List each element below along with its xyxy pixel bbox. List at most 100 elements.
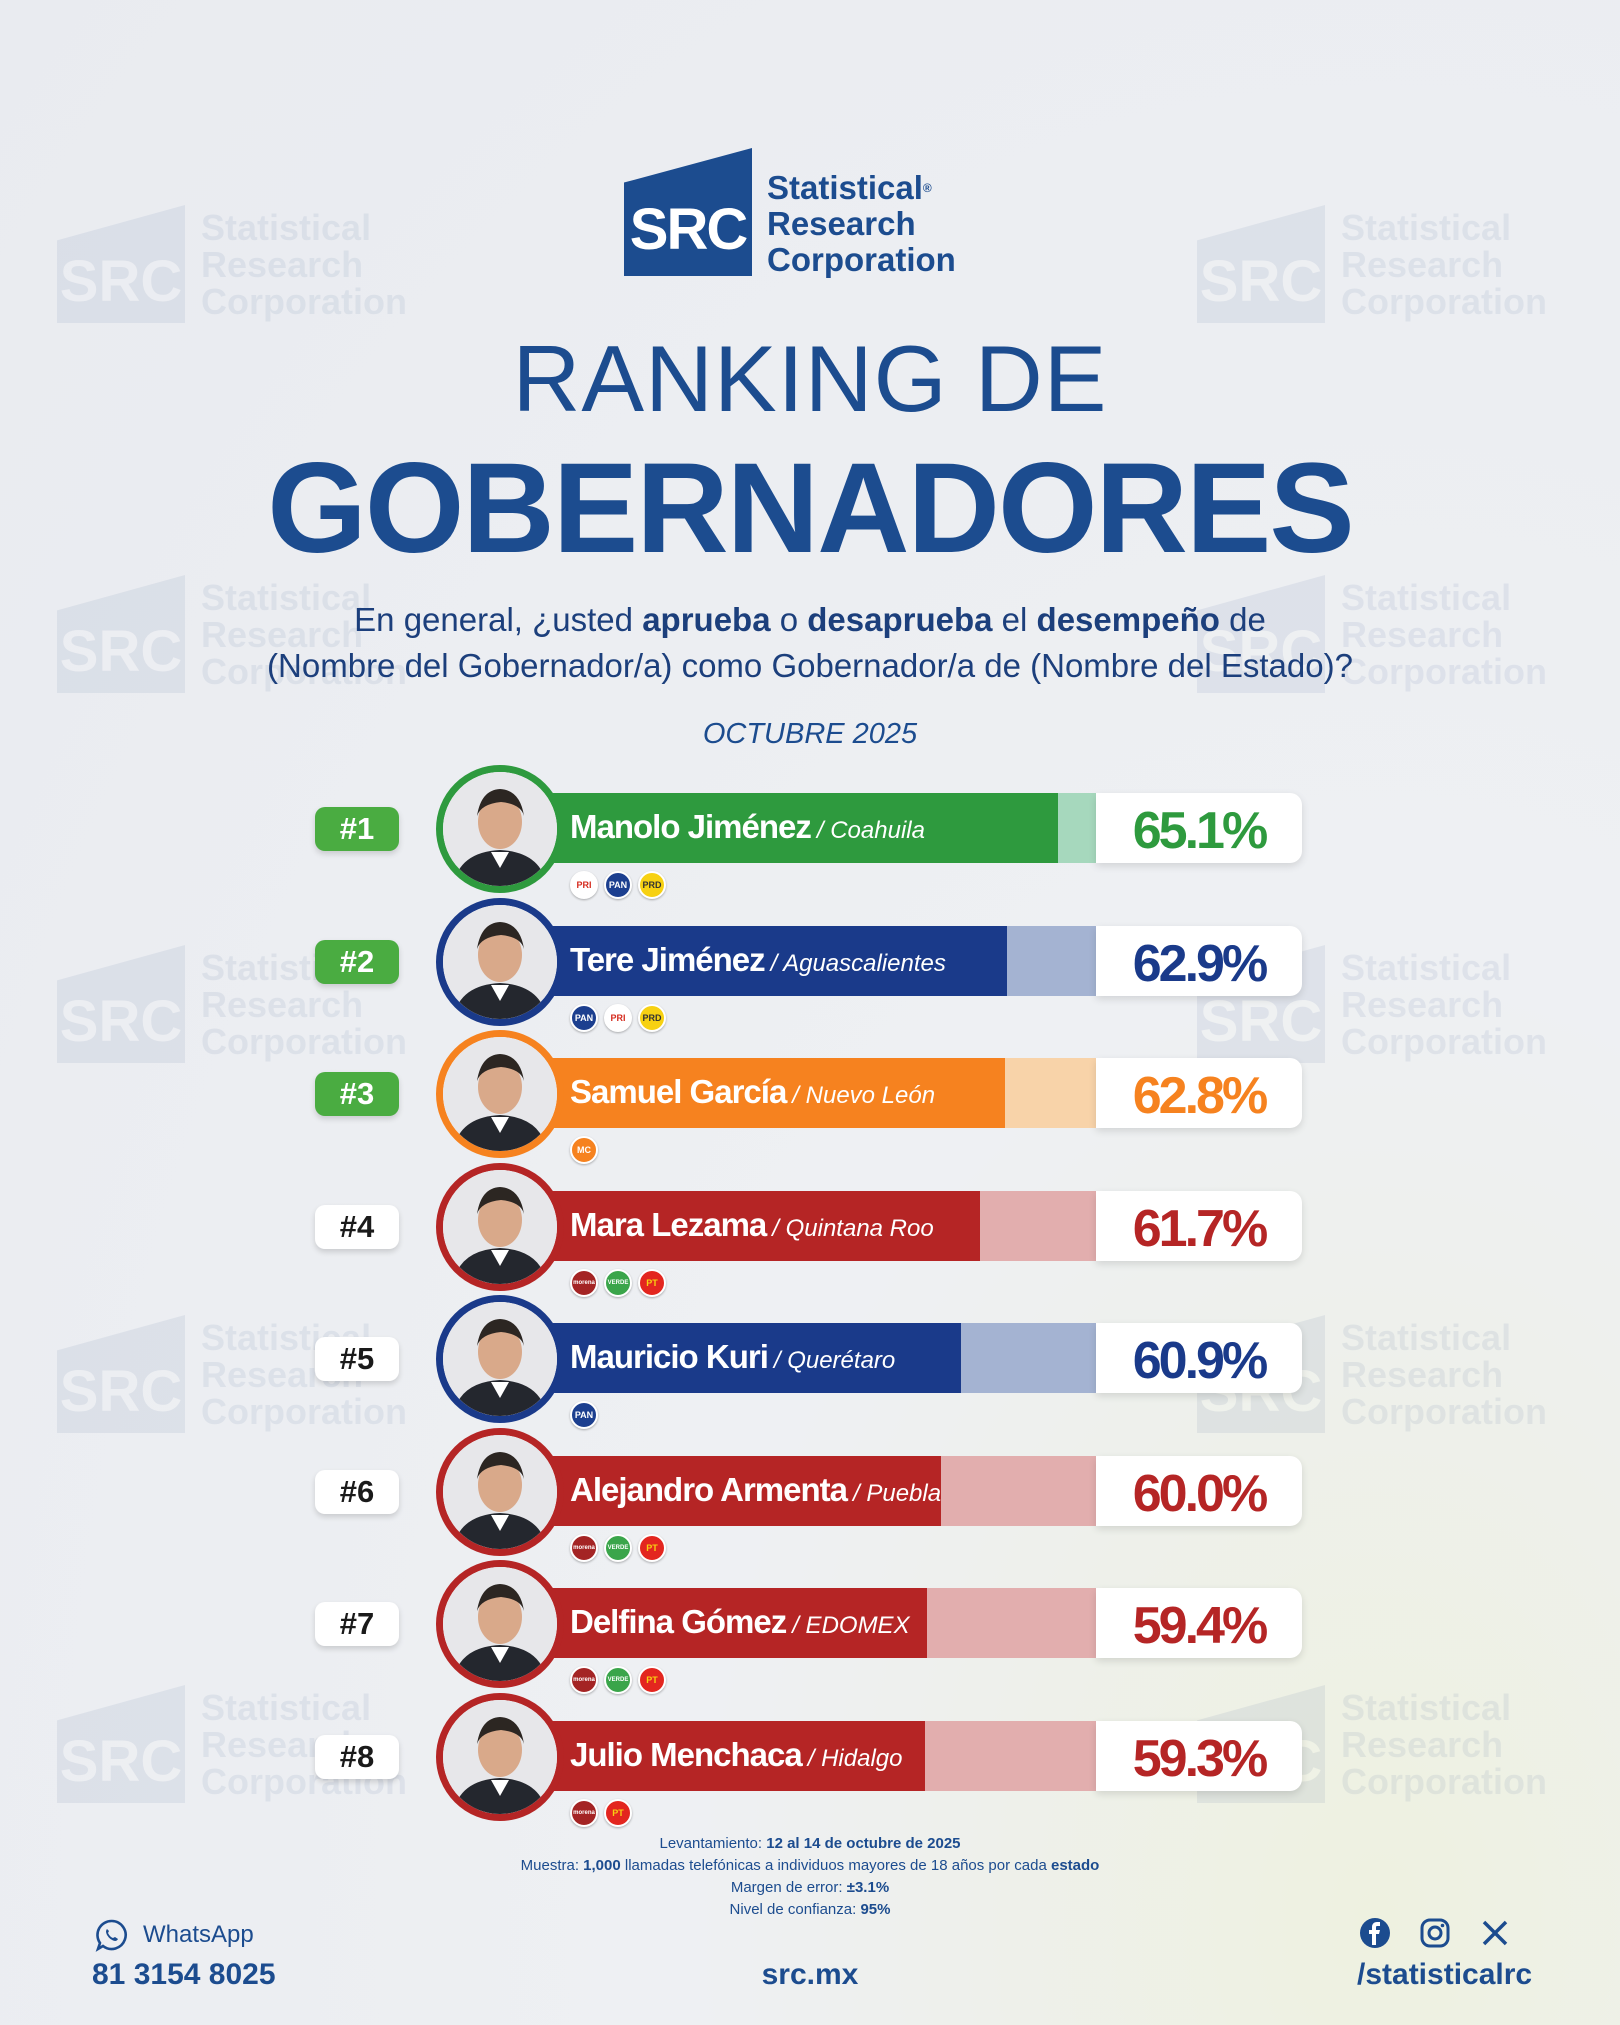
party-logo-icon: MC <box>570 1136 598 1164</box>
party-logos: morena PT <box>570 1798 632 1827</box>
rank-badge: #4 <box>315 1204 399 1249</box>
data-label: 60.0% <box>1132 1464 1268 1523</box>
title-line-2: GOBERNADORES <box>267 437 1354 580</box>
person-icon <box>443 904 557 1019</box>
governor-label: Samuel García / Nuevo León <box>570 1073 935 1111</box>
governor-photo <box>436 1162 564 1291</box>
data-label: 61.7% <box>1132 1199 1268 1258</box>
governor-photo <box>436 1427 564 1556</box>
percent-box: 62.8% <box>1096 1058 1302 1128</box>
data-label: 59.4% <box>1132 1597 1268 1655</box>
ranking-row: #6 Alejandro Armenta / Puebla 60.0% morena VE… <box>0 1427 1620 1613</box>
bar: Delfina Gómez / EDOMEX <box>520 1588 927 1658</box>
party-logos: morena VERDE PT <box>570 1268 666 1297</box>
person-icon <box>443 1434 557 1549</box>
governor-label: Mauricio Kuri / Querétaro <box>570 1338 895 1376</box>
rank-badge: #7 <box>315 1602 399 1646</box>
whatsapp-icon <box>95 1919 127 1952</box>
x-icon[interactable] <box>1478 1916 1512 1950</box>
governor-name: Manolo Jiménez <box>570 808 812 845</box>
data-label: 59.3% <box>1132 1729 1268 1788</box>
rank-badge: #6 <box>315 1469 399 1514</box>
watermark-logo: SRC <box>57 1685 185 1803</box>
data-label: 62.9% <box>1132 934 1268 993</box>
governor-photo <box>436 765 564 893</box>
state-name: / Coahuila <box>816 817 925 844</box>
watermark-text: Statistical Research Corporation <box>201 576 407 692</box>
party-logos: PAN <box>570 1401 598 1429</box>
watermark-logo: SRC <box>1197 575 1325 693</box>
person-icon <box>443 1037 557 1151</box>
party-logo-icon: PRD <box>638 871 666 899</box>
party-logos: morena VERDE PT <box>570 1666 666 1694</box>
governor-name: Delfina Gómez <box>570 1603 787 1640</box>
governor-label: Alejandro Armenta / Puebla <box>570 1471 941 1509</box>
party-logo-icon: PT <box>638 1666 666 1694</box>
ranking-row: #7 Delfina Gómez / EDOMEX 59.4% morena VERDE P… <box>0 1560 1620 1745</box>
percent-box: 62.9% <box>1096 925 1302 996</box>
methodology-notes: Levantamiento: 12 al 14 de octubre de 20… <box>520 1835 1100 1918</box>
governor-photo <box>436 897 564 1026</box>
governor-photo <box>436 1295 564 1423</box>
governor-label: Delfina Gómez / EDOMEX <box>570 1603 910 1641</box>
party-logo-icon: PT <box>638 1533 666 1562</box>
state-name: / Querétaro <box>773 1347 896 1374</box>
state-name: / Hidalgo <box>807 1744 903 1772</box>
bar: Tere Jiménez / Aguascalientes <box>520 925 1008 996</box>
party-logo-icon: VERDE <box>604 1268 632 1297</box>
logo-name: Statistical® Research Corporation <box>767 169 956 278</box>
title-line-1: RANKING DE <box>512 326 1108 431</box>
person-icon <box>443 1567 557 1681</box>
state-name: / EDOMEX <box>792 1612 910 1639</box>
party-logo-icon: morena <box>570 1798 598 1827</box>
rank-badge: #8 <box>315 1734 399 1779</box>
party-logos: morena VERDE PT <box>570 1533 666 1562</box>
person-icon <box>443 772 557 886</box>
ranking-row: #3 Samuel García / Nuevo León 62.8% MC <box>0 1030 1620 1215</box>
website-link[interactable]: src.mx <box>761 1958 859 1991</box>
whatsapp-contact[interactable]: WhatsApp <box>95 1918 254 1952</box>
bar: Manolo Jiménez / Coahuila <box>520 793 1058 863</box>
percent-box: 65.1% <box>1096 793 1302 863</box>
social-handle[interactable]: /statisticalrc <box>1357 1958 1533 1991</box>
governor-photo <box>436 1030 564 1158</box>
governor-photo <box>436 1692 564 1821</box>
facebook-icon[interactable] <box>1358 1916 1392 1950</box>
watermark-logo: SRC <box>57 205 185 323</box>
party-logo-icon: PAN <box>570 1401 598 1429</box>
phone-number[interactable]: 81 3154 8025 <box>92 1958 276 1991</box>
party-logo-icon: PAN <box>604 871 632 899</box>
watermark-text: Statistical Research Corporation <box>1341 946 1547 1062</box>
party-logo-icon: morena <box>570 1666 598 1694</box>
watermark-text: Statistical Research Corporation <box>1341 1686 1547 1802</box>
social-icons <box>1358 1916 1512 1950</box>
party-logo-icon: morena <box>570 1533 598 1562</box>
ranking-row: #1 Manolo Jiménez / Coahuila 65.1% PRI PAN PRD <box>0 765 1620 950</box>
governor-photo <box>436 1560 564 1688</box>
ranking-row: #8 Julio Menchaca / Hidalgo 59.3% morena PT <box>0 1692 1620 1878</box>
brand-logo: SRC Statistical® Research Corporation <box>624 148 1004 278</box>
instagram-icon[interactable] <box>1418 1916 1452 1950</box>
ranking-row: #2 Tere Jiménez / Aguascalientes 62.9% PAN PR… <box>0 897 1620 1083</box>
party-logo-icon: morena <box>570 1268 598 1297</box>
governor-label: Manolo Jiménez / Coahuila <box>570 808 925 846</box>
person-icon <box>443 1302 557 1416</box>
governor-name: Mauricio Kuri <box>570 1338 769 1375</box>
party-logo-icon: VERDE <box>604 1666 632 1694</box>
percent-box: 60.0% <box>1096 1455 1302 1526</box>
party-logo-icon: PRI <box>604 1003 632 1032</box>
percent-box: 60.9% <box>1096 1323 1302 1393</box>
watermark-logo: SRC <box>1197 205 1325 323</box>
bar: Samuel García / Nuevo León <box>520 1058 1006 1128</box>
person-icon <box>443 1699 557 1814</box>
rank-badge: #1 <box>315 807 399 851</box>
state-name: / Puebla <box>853 1479 942 1507</box>
watermark-text: Statistical Research Corporation <box>1341 1316 1547 1432</box>
bar: Mauricio Kuri / Querétaro <box>520 1323 962 1393</box>
bar: Julio Menchaca / Hidalgo <box>520 1720 925 1791</box>
